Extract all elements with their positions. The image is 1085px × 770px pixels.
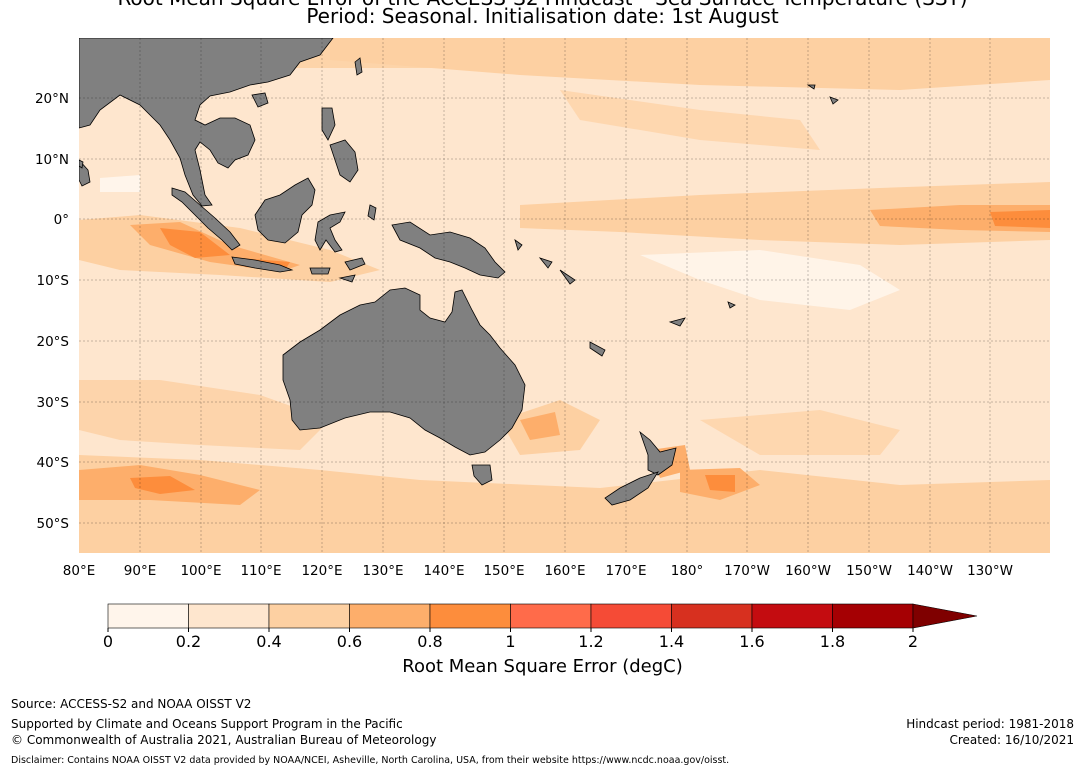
- lat-label: 20°S: [37, 334, 70, 350]
- lat-label: 50°S: [37, 516, 70, 532]
- colorbar-tick-label: 1.2: [578, 632, 603, 651]
- lon-label: 100°E: [180, 563, 221, 579]
- colorbar: 0 0.2 0.4 0.6 0.8 1 1.2 1.4 1.6 1.8 2: [103, 603, 978, 651]
- lon-label: 130°E: [362, 563, 403, 579]
- colorbar-swatch: [510, 603, 592, 629]
- lon-label: 160°E: [544, 563, 585, 579]
- colorbar-swatch: [832, 603, 914, 629]
- lon-label: 160°W: [785, 563, 831, 579]
- colorbar-swatch: [751, 603, 833, 629]
- source-text: Source: ACCESS-S2 and NOAA OISST V2: [11, 697, 252, 711]
- land: [79, 38, 839, 506]
- colorbar-tick-label: 0.8: [417, 632, 442, 651]
- colorbar-label: Root Mean Square Error (degC): [402, 656, 683, 677]
- lon-label: 110°E: [240, 563, 281, 579]
- rmse-map: 20°N 10°N 0° 10°S 20°S 30°S 40°S 50°S 80…: [35, 38, 1050, 579]
- lon-label: 150°W: [846, 563, 892, 579]
- colorbar-tick-label: 1: [505, 632, 515, 651]
- lon-labels: 80°E 90°E 100°E 110°E 120°E 130°E 140°E …: [63, 563, 1013, 579]
- lon-label: 150°E: [483, 563, 524, 579]
- colorbar-tick-label: 0.2: [176, 632, 201, 651]
- lat-label: 10°N: [35, 152, 69, 168]
- colorbar-swatch: [188, 603, 270, 629]
- copyright-text: © Commonwealth of Australia 2021, Austra…: [11, 733, 437, 747]
- lon-label: 140°W: [907, 563, 953, 579]
- colorbar-swatch: [590, 603, 672, 629]
- colorbar-tick-label: 2: [908, 632, 918, 651]
- lon-label: 170°E: [605, 563, 646, 579]
- colorbar-tick-label: 1.6: [739, 632, 764, 651]
- map-subtitle: Period: Seasonal. Initialisation date: 1…: [306, 4, 779, 28]
- lat-labels: 20°N 10°N 0° 10°S 20°S 30°S 40°S 50°S: [35, 91, 69, 532]
- created-date: Created: 16/10/2021: [949, 733, 1074, 747]
- colorbar-extend-arrow: [912, 603, 978, 629]
- support-text: Supported by Climate and Oceans Support …: [11, 717, 403, 731]
- colorbar-swatch: [349, 603, 431, 629]
- colorbar-swatch: [429, 603, 511, 629]
- colorbar-tick-label: 1.4: [659, 632, 684, 651]
- colorbar-tick-label: 1.8: [820, 632, 845, 651]
- lat-label: 30°S: [37, 395, 70, 411]
- map-title: Root Mean Square Error of the ACCESS-S2 …: [0, 0, 1085, 10]
- lon-label: 80°E: [63, 563, 95, 579]
- lat-label: 10°S: [37, 273, 70, 289]
- lat-label: 40°S: [37, 455, 70, 471]
- lon-label: 120°E: [301, 563, 342, 579]
- colorbar-swatch: [107, 603, 189, 629]
- colorbar-tick-label: 0: [103, 632, 113, 651]
- lat-label: 20°N: [35, 91, 69, 107]
- lon-label: 140°E: [423, 563, 464, 579]
- colorbar-swatch: [671, 603, 753, 629]
- lon-label: 90°E: [124, 563, 156, 579]
- lat-label: 0°: [54, 212, 69, 228]
- hindcast-period: Hindcast period: 1981-2018: [906, 717, 1074, 731]
- gridlines: [79, 38, 1050, 553]
- lon-label: 170°W: [724, 563, 770, 579]
- colorbar-tick-label: 0.6: [337, 632, 362, 651]
- lon-label: 130°W: [967, 563, 1013, 579]
- lon-label: 180°: [671, 563, 704, 579]
- disclaimer-text: Disclaimer: Contains NOAA OISST V2 data …: [11, 755, 730, 766]
- colorbar-swatch: [268, 603, 350, 629]
- colorbar-tick-label: 0.4: [256, 632, 281, 651]
